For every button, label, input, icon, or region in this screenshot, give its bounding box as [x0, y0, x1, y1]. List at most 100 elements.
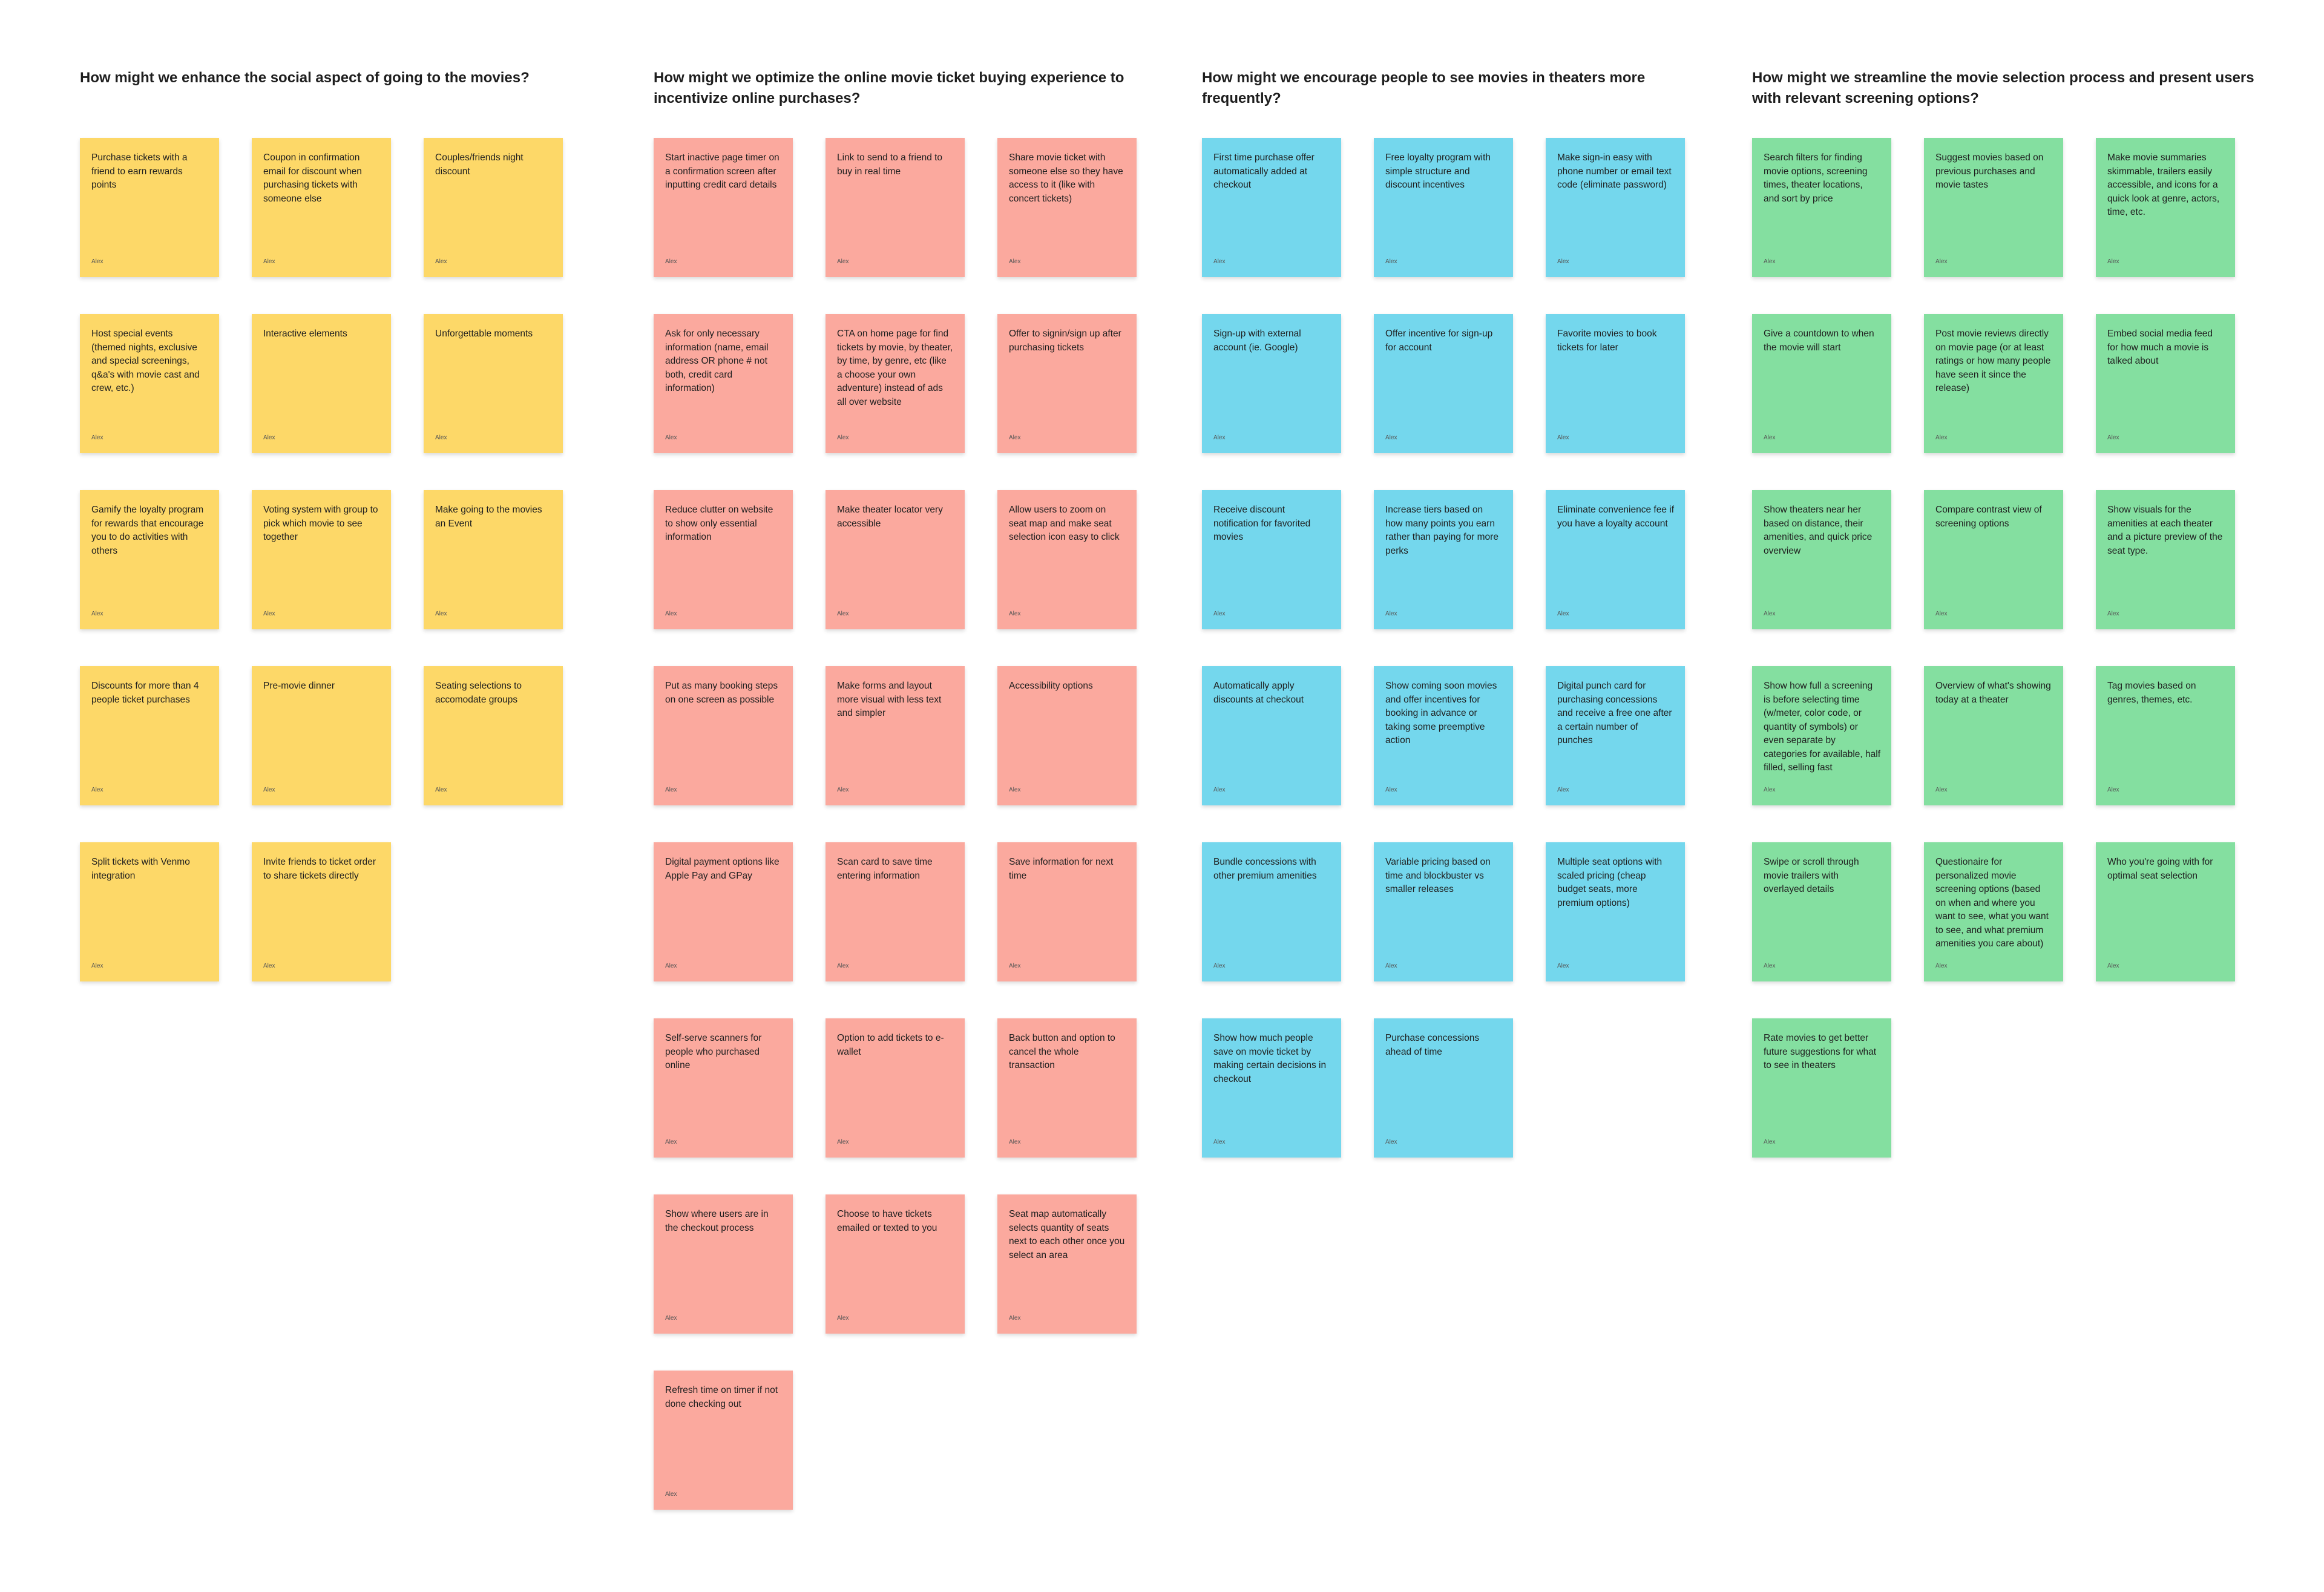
sticky-note: Show where users are in the checkout pro…: [654, 1194, 793, 1334]
note-author: Alex: [837, 611, 849, 617]
note-author: Alex: [1764, 963, 1776, 969]
sticky-note: Free loyalty program with simple structu…: [1374, 138, 1513, 277]
sticky-note: Favorite movies to book tickets for late…: [1546, 314, 1685, 453]
note-text: Purchase tickets with a friend to earn r…: [91, 152, 188, 190]
note-text: Couples/friends night discount: [435, 152, 524, 177]
note-author: Alex: [665, 1315, 677, 1322]
note-author: Alex: [91, 434, 103, 441]
note-text: Invite friends to ticket order to share …: [263, 857, 376, 881]
note-author: Alex: [837, 258, 849, 265]
note-text: Voting system with group to pick which m…: [263, 505, 378, 542]
note-text: Scan card to save time entering informat…: [837, 857, 933, 881]
sticky-note: Variable pricing based on time and block…: [1374, 842, 1513, 981]
sticky-note: Interactive elements Alex: [252, 314, 391, 453]
note-text: Reduce clutter on website to show only e…: [665, 505, 773, 542]
sticky-note: Coupon in confirmation email for discoun…: [252, 138, 391, 277]
sticky-note: Seating selections to accomodate groups A…: [424, 666, 563, 805]
note-text: Discounts for more than 4 people ticket …: [91, 681, 199, 705]
note-author: Alex: [665, 434, 677, 441]
note-author: Alex: [1213, 963, 1226, 969]
sticky-note: Allow users to zoom on seat map and make…: [997, 490, 1137, 629]
note-text: Accessibility options: [1009, 681, 1093, 691]
sticky-note: Give a countdown to when the movie will …: [1752, 314, 1891, 453]
note-text: Bundle concessions with other premium am…: [1213, 857, 1317, 881]
sticky-note: Make going to the movies an Event Alex: [424, 490, 563, 629]
note-text: Tag movies based on genres, themes, etc.: [2107, 681, 2196, 705]
note-text: Show coming soon movies and offer incent…: [1385, 681, 1497, 745]
note-text: Give a countdown to when the movie will …: [1764, 329, 1874, 353]
note-author: Alex: [2107, 963, 2119, 969]
sticky-note: Discounts for more than 4 people ticket …: [80, 666, 219, 805]
note-author: Alex: [91, 963, 103, 969]
sticky-note: Seat map automatically selects quantity …: [997, 1194, 1137, 1334]
sticky-note: Receive discount notification for favori…: [1202, 490, 1341, 629]
sticky-note: Sign-up with external account (ie. Googl…: [1202, 314, 1341, 453]
note-author: Alex: [1935, 434, 1948, 441]
note-author: Alex: [1213, 258, 1226, 265]
column-title: How might we encourage people to see mov…: [1202, 70, 1646, 106]
note-author: Alex: [435, 787, 447, 793]
note-text: Show how full a screening is before sele…: [1764, 681, 1881, 773]
note-author: Alex: [1213, 434, 1226, 441]
note-author: Alex: [1557, 434, 1569, 441]
sticky-note: Increase tiers based on how many points …: [1374, 490, 1513, 629]
note-text: Offer incentive for sign-up for account: [1385, 329, 1493, 353]
note-text: Share movie ticket with someone else so …: [1009, 152, 1123, 204]
note-author: Alex: [2107, 434, 2119, 441]
note-author: Alex: [665, 963, 677, 969]
note-text: Suggest movies based on previous purchas…: [1935, 152, 2044, 190]
note-author: Alex: [665, 1139, 677, 1145]
note-text: Coupon in confirmation email for discoun…: [263, 152, 362, 204]
note-text: Automatically apply discounts at checkou…: [1213, 681, 1304, 705]
note-author: Alex: [1009, 963, 1021, 969]
note-text: Who you're going with for optimal seat s…: [2107, 857, 2213, 881]
note-text: Swipe or scroll through movie trailers w…: [1764, 857, 1859, 894]
sticky-note: Offer incentive for sign-up for account A…: [1374, 314, 1513, 453]
note-text: Purchase concessions ahead of time: [1385, 1033, 1480, 1057]
note-text: Show how much people save on movie ticke…: [1213, 1033, 1327, 1084]
sticky-note: Choose to have tickets emailed or texted…: [826, 1194, 965, 1334]
sticky-note: Digital payment options like Apple Pay a…: [654, 842, 793, 981]
sticky-note: Multiple seat options with scaled pricin…: [1546, 842, 1685, 981]
sticky-note: Invite friends to ticket order to share …: [252, 842, 391, 981]
sticky-note: Make theater locator very accessible Alex: [826, 490, 965, 629]
note-author: Alex: [1557, 611, 1569, 617]
note-text: Host special events (themed nights, excl…: [91, 329, 200, 393]
sticky-note: Scan card to save time entering informat…: [826, 842, 965, 981]
sticky-note: Ask for only necessary information (name…: [654, 314, 793, 453]
sticky-note: Purchase concessions ahead of time Alex: [1374, 1018, 1513, 1158]
sticky-note: Accessibility options Alex: [997, 666, 1137, 805]
note-text: Multiple seat options with scaled pricin…: [1557, 857, 1663, 908]
note-author: Alex: [1009, 258, 1021, 265]
note-text: Post movie reviews directly on movie pag…: [1935, 329, 2051, 393]
note-text: Make forms and layout more visual with l…: [837, 681, 942, 718]
sticky-note: Show coming soon movies and offer incent…: [1374, 666, 1513, 805]
sticky-note: Show how much people save on movie ticke…: [1202, 1018, 1341, 1158]
note-author: Alex: [837, 787, 849, 793]
note-text: Make theater locator very accessible: [837, 505, 943, 529]
note-text: Embed social media feed for how much a m…: [2107, 329, 2213, 366]
note-author: Alex: [665, 787, 677, 793]
note-text: Rate movies to get better future suggest…: [1764, 1033, 1877, 1070]
sticky-note: Back button and option to cancel the who…: [997, 1018, 1137, 1158]
sticky-note: Unforgettable moments Alex: [424, 314, 563, 453]
sticky-note: Embed social media feed for how much a m…: [2096, 314, 2235, 453]
note-author: Alex: [91, 787, 103, 793]
note-author: Alex: [1935, 258, 1948, 265]
sticky-note: Post movie reviews directly on movie pag…: [1924, 314, 2063, 453]
note-text: Split tickets with Venmo integration: [91, 857, 190, 881]
note-text: Make sign-in easy with phone number or e…: [1557, 152, 1672, 190]
sticky-note: Pre-movie dinner Alex: [252, 666, 391, 805]
sticky-note: Couples/friends night discount Alex: [424, 138, 563, 277]
note-author: Alex: [1009, 611, 1021, 617]
note-text: Variable pricing based on time and block…: [1385, 857, 1491, 894]
note-text: Questionaire for personalized movie scre…: [1935, 857, 2049, 949]
sticky-note: Voting system with group to pick which m…: [252, 490, 391, 629]
note-author: Alex: [263, 787, 275, 793]
note-text: Overview of what's showing today at a th…: [1935, 681, 2051, 705]
note-author: Alex: [1764, 258, 1776, 265]
sticky-note: Option to add tickets to e-wallet Alex: [826, 1018, 965, 1158]
note-author: Alex: [91, 258, 103, 265]
note-text: Eliminate convenience fee if you have a …: [1557, 505, 1675, 529]
